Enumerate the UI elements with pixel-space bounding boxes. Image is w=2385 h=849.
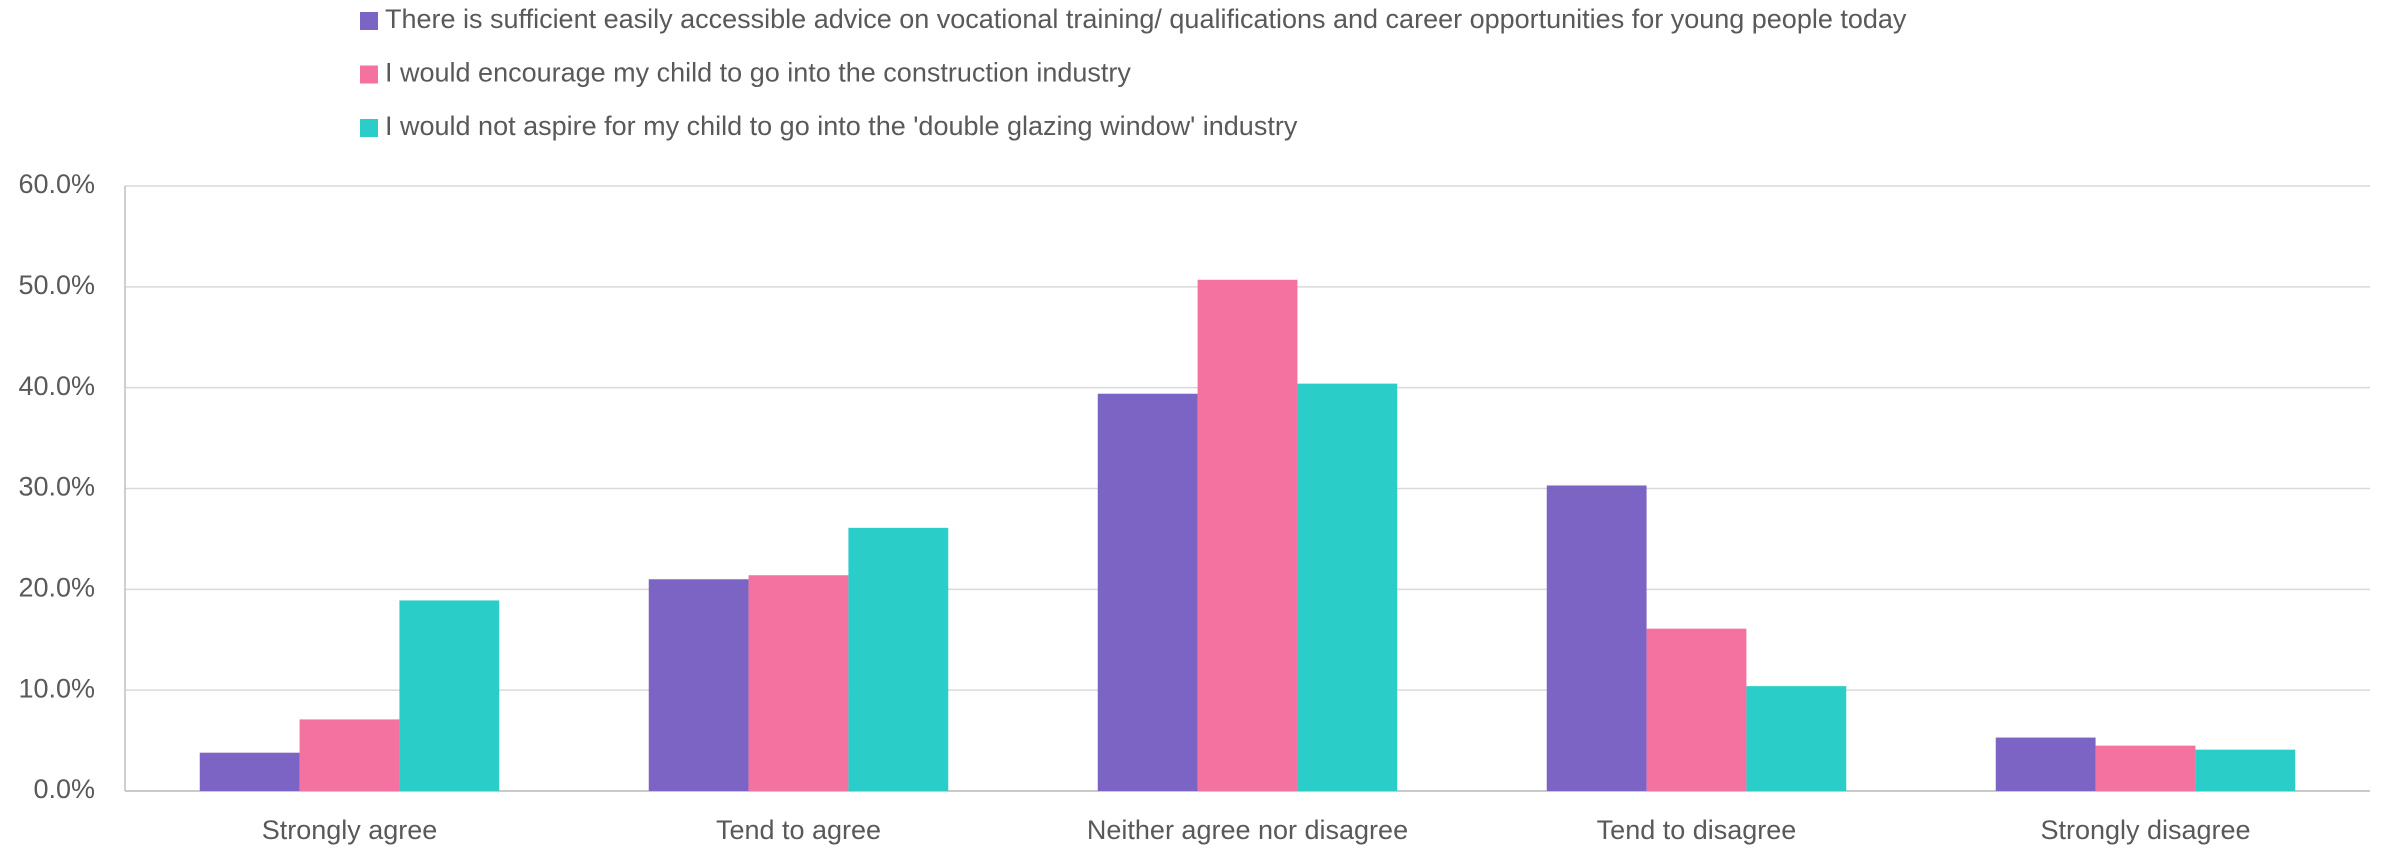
x-tick-label: Strongly agree — [262, 815, 438, 845]
legend-swatch — [360, 12, 378, 30]
y-tick-label: 60.0% — [18, 169, 95, 199]
y-tick-label: 0.0% — [33, 774, 95, 804]
legend-label: I would encourage my child to go into th… — [385, 58, 1131, 88]
legend-label: I would not aspire for my child to go in… — [385, 111, 1298, 141]
y-tick-label: 50.0% — [18, 270, 95, 300]
y-tick-label: 40.0% — [18, 371, 95, 401]
y-tick-label: 30.0% — [18, 472, 95, 502]
bar — [1546, 485, 1647, 791]
bar — [299, 719, 400, 791]
bar — [1297, 383, 1398, 791]
bar — [2095, 745, 2196, 791]
x-tick-label: Strongly disagree — [2040, 815, 2250, 845]
bar — [1995, 737, 2096, 791]
y-tick-label: 10.0% — [18, 673, 95, 703]
x-tick-label: Tend to disagree — [1597, 815, 1797, 845]
bar — [1746, 686, 1847, 791]
bar — [199, 752, 300, 791]
bar — [1646, 628, 1747, 791]
legend-swatch — [360, 119, 378, 137]
x-tick-label: Tend to agree — [716, 815, 881, 845]
bar — [399, 600, 500, 791]
x-tick-label: Neither agree nor disagree — [1087, 815, 1408, 845]
bar — [2195, 749, 2296, 791]
legend-swatch — [360, 65, 378, 84]
legend-label: There is sufficient easily accessible ad… — [385, 4, 1907, 34]
bar — [1197, 279, 1298, 791]
y-tick-label: 20.0% — [18, 572, 95, 602]
bar — [648, 579, 749, 791]
bar — [848, 527, 949, 791]
bar — [1097, 393, 1198, 791]
bar — [748, 575, 849, 791]
